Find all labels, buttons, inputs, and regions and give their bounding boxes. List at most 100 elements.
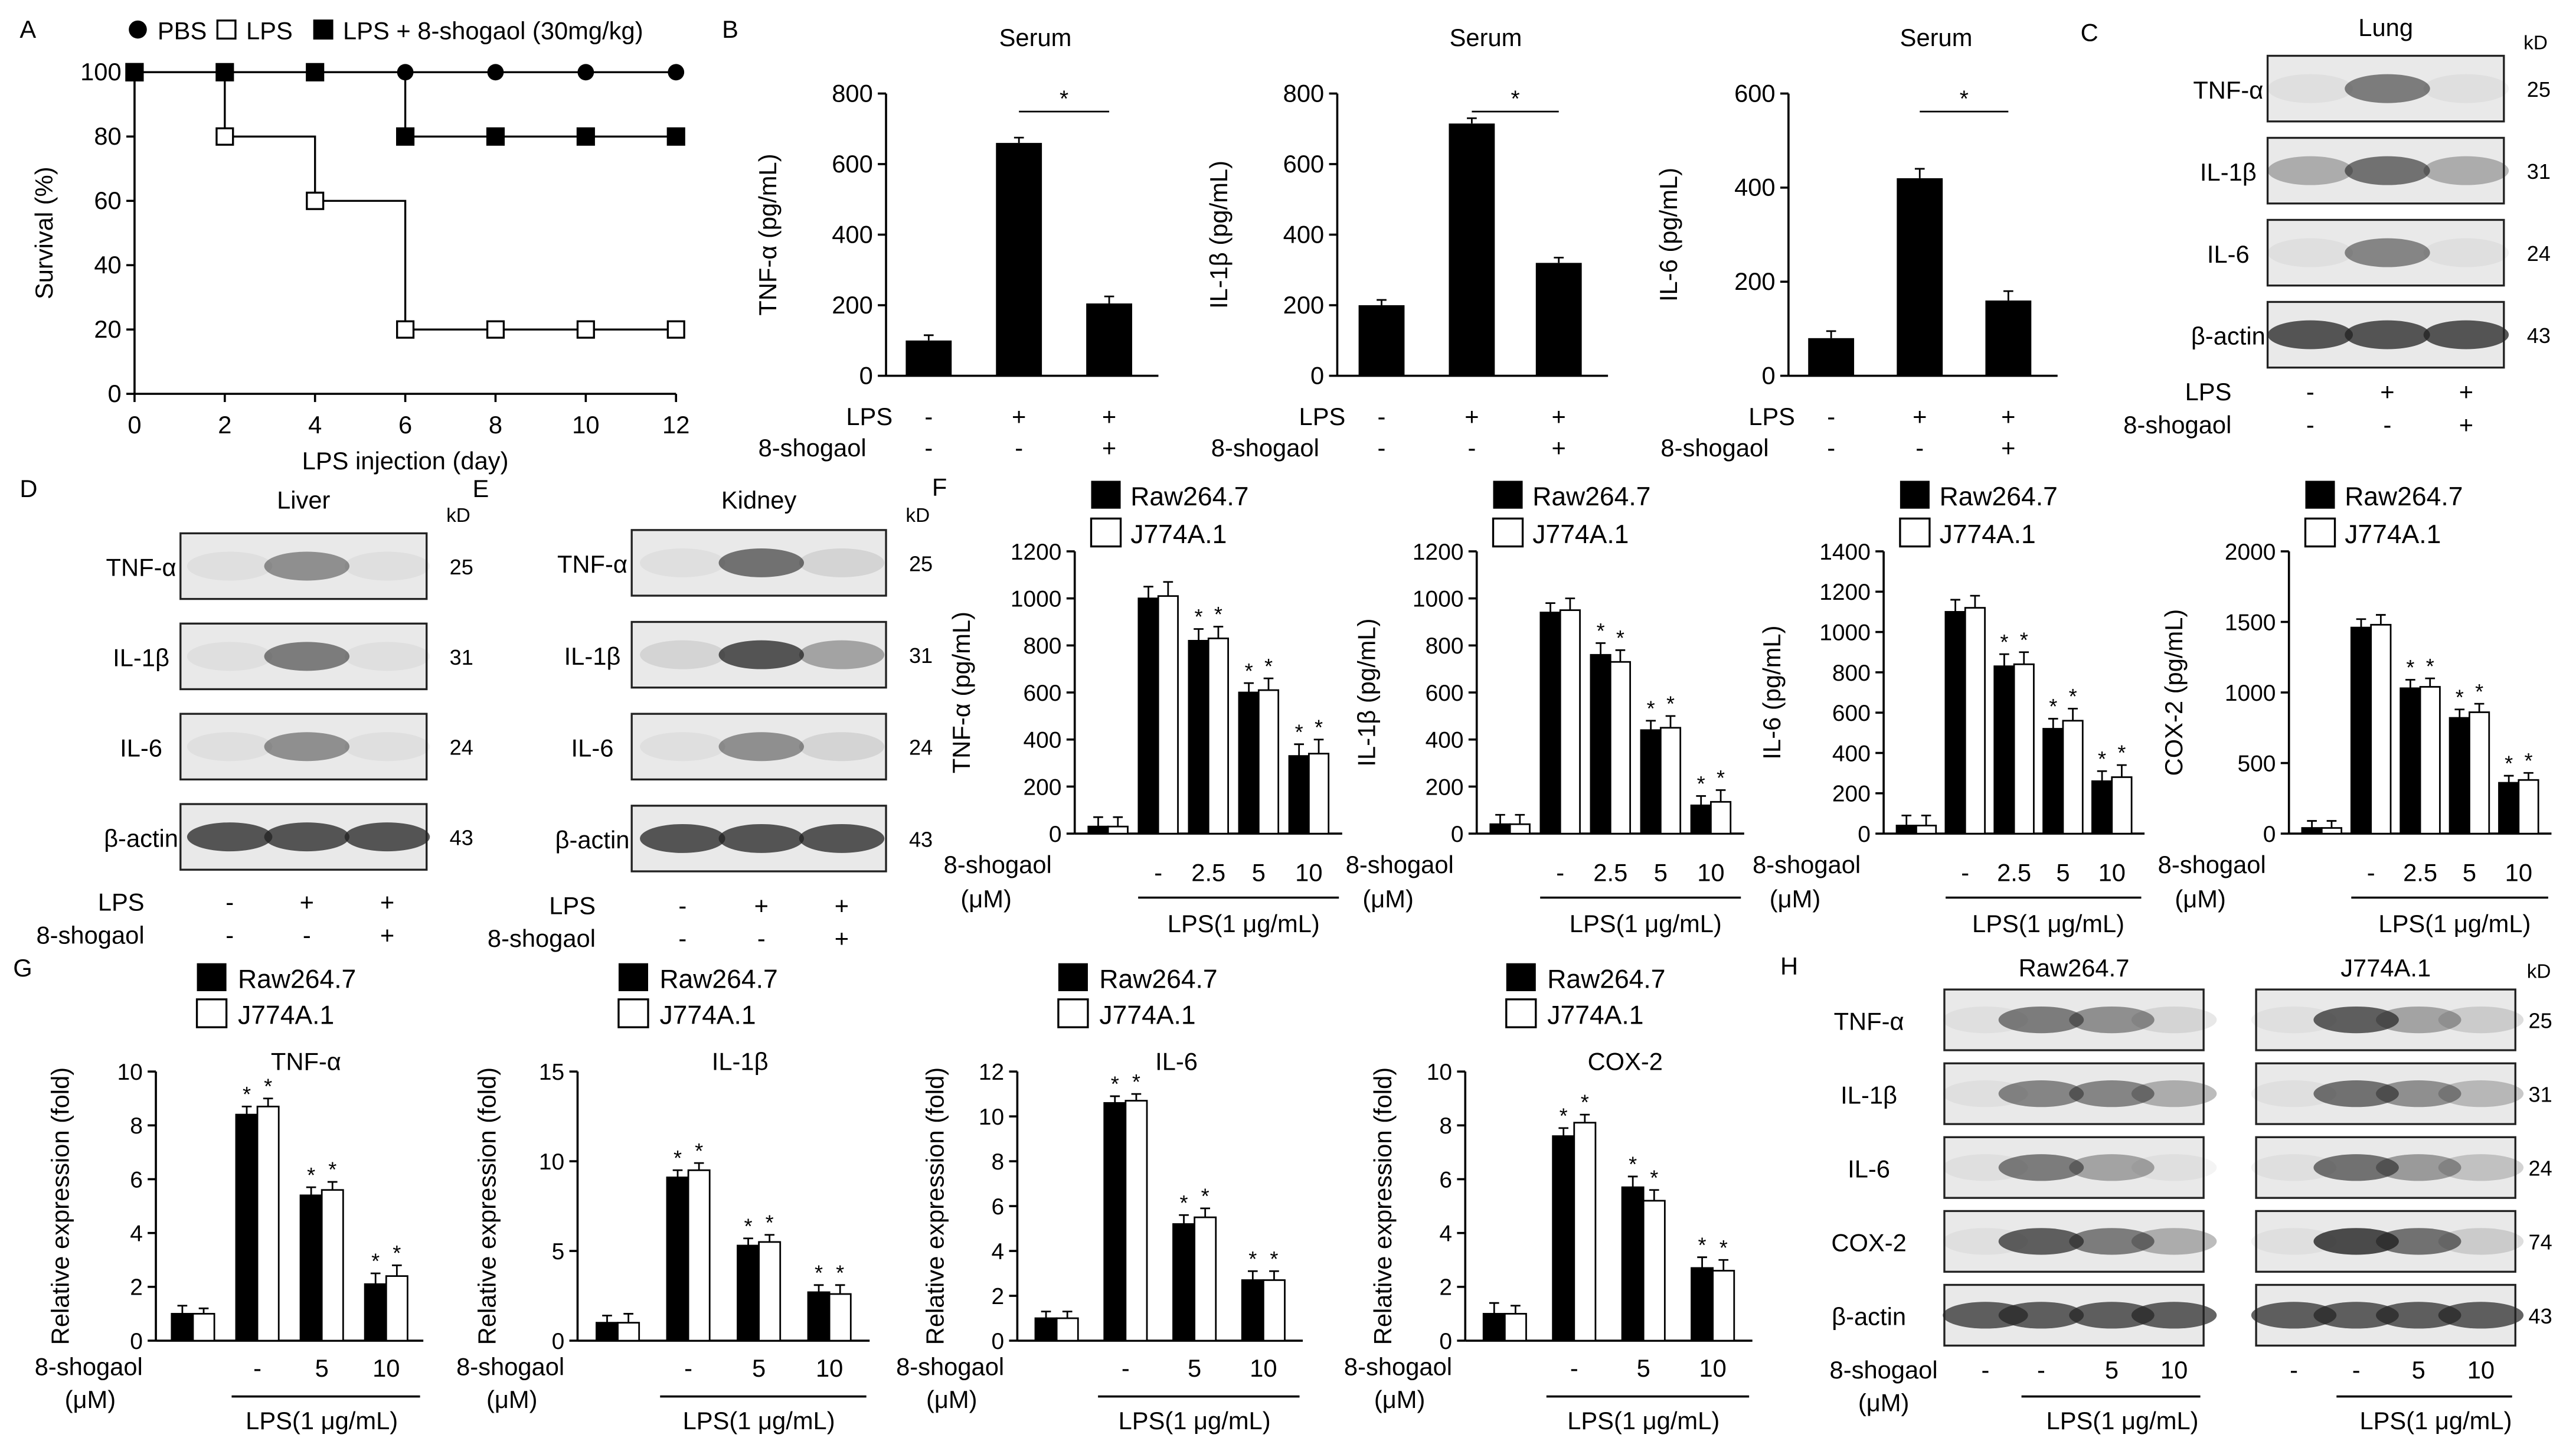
- blot-band: [640, 548, 725, 577]
- blot-band: [799, 548, 885, 577]
- shogaol-sign: -: [225, 921, 234, 949]
- blot-band: [2423, 238, 2509, 267]
- bar-raw264.7: [299, 1194, 323, 1342]
- y-tick-label: 1500: [2225, 610, 2276, 635]
- shogaol-row-label: 8-shogaol: [1830, 1356, 1938, 1384]
- lps-sign: -: [924, 403, 933, 430]
- legend-label: J774A.1: [1940, 520, 2036, 549]
- blot-title: Kidney: [721, 486, 797, 514]
- lps-sign: +: [1012, 403, 1026, 430]
- y-axis-label: Relative expression (fold): [921, 1067, 949, 1345]
- legend-swatch-j774: [1899, 517, 1931, 548]
- lps-row-label: LPS: [1299, 403, 1346, 430]
- legend-label: LPS + 8-shogaol (30mg/kg): [343, 17, 643, 45]
- blot-band: [2313, 1302, 2399, 1329]
- blot-row-label: IL-6: [2207, 240, 2250, 268]
- shogaol-row-label: 8-shogaol: [35, 1352, 143, 1380]
- dose-label: -: [2037, 1356, 2045, 1384]
- significance-star: *: [1616, 626, 1624, 650]
- data-point: [125, 63, 144, 81]
- bar: [996, 143, 1042, 376]
- shogaol-row-label: 8-shogaol: [944, 851, 1052, 878]
- blot-strip: [2255, 1210, 2516, 1273]
- y-axis-label: COX-2 (pg/mL): [2160, 609, 2188, 776]
- shogaol-row-label: 8-shogaol: [1753, 851, 1861, 878]
- bar-raw264.7: [2042, 728, 2064, 835]
- panel-b-serum-charts: B Serum 0 200 400 600 800 TNF-α (pg/mL) - - + - + + LP…: [722, 15, 2058, 462]
- bar-j774a.1: [1659, 727, 1682, 835]
- dose-label: -: [684, 1354, 692, 1382]
- dose-label: 2.5: [1593, 859, 1627, 887]
- dose-label: -: [2352, 1356, 2361, 1384]
- legend-swatch-j774: [1505, 998, 1537, 1028]
- y-tick-label: 10: [117, 1060, 143, 1085]
- blot-row-label: COX-2: [1831, 1229, 1906, 1257]
- blot-band: [799, 824, 885, 853]
- legend-label: J774A.1: [238, 1001, 334, 1030]
- legend-swatch-j774: [1492, 517, 1524, 548]
- significance-star: *: [1132, 1070, 1140, 1094]
- dose-label: -: [1122, 1354, 1130, 1382]
- significance-star: *: [2505, 751, 2513, 776]
- kd-value-label: 24: [450, 736, 473, 760]
- blot-band: [2423, 156, 2509, 185]
- dose-label: 5: [1654, 859, 1668, 887]
- blot-band: [264, 642, 350, 671]
- dose-label: 5: [2105, 1356, 2119, 1384]
- blot-band: [2438, 1154, 2524, 1181]
- bar-j774a.1: [828, 1293, 852, 1342]
- blot-band: [640, 640, 725, 669]
- lps-sign: +: [2459, 378, 2473, 406]
- legend-swatch-raw: [1506, 963, 1536, 991]
- y-axis-label: IL-6 (pg/mL): [1758, 626, 1786, 760]
- legend-label: Raw264.7: [1130, 482, 1248, 511]
- bar: [1985, 300, 2032, 376]
- y-tick-label: 400: [832, 220, 873, 248]
- bar-j774a.1: [2062, 720, 2084, 835]
- significance-star: *: [766, 1210, 774, 1234]
- significance-star: *: [2475, 679, 2483, 704]
- bar-j774a.1: [1559, 609, 1581, 835]
- bar: [1535, 263, 1582, 376]
- legend-label: Raw264.7: [1940, 482, 2058, 511]
- panel-label-b: B: [722, 15, 738, 43]
- blot-band: [2131, 1302, 2217, 1329]
- bar: [1086, 303, 1132, 376]
- blot-band: [1998, 1006, 2084, 1034]
- chart-title: TNF-α: [271, 1047, 341, 1075]
- bar-raw264.7: [2350, 626, 2372, 835]
- dose-label: 10: [1699, 1354, 1726, 1382]
- blot-band: [2313, 1006, 2399, 1034]
- blot-title: Lung: [2358, 14, 2413, 41]
- significance-star: *: [371, 1249, 380, 1273]
- chart-title: Serum: [1900, 24, 1973, 51]
- shogaol-sign: -: [303, 921, 311, 949]
- significance-star: *: [1060, 87, 1068, 112]
- y-tick-label: 800: [1832, 661, 1871, 686]
- y-tick-label: 0: [2263, 822, 2276, 847]
- panel-f-cytokine-charts: F Raw264.7J774A.1020040060080010001200TNF…: [932, 473, 2552, 937]
- shogaol-sign: -: [2384, 411, 2392, 439]
- dose-label: 10: [2160, 1356, 2188, 1384]
- bar-raw264.7: [1172, 1223, 1196, 1342]
- lps-concentration-label: LPS(1 μg/mL): [2378, 910, 2531, 937]
- legend-label: Raw264.7: [1547, 965, 1665, 994]
- legend-swatch-raw: [1900, 481, 1930, 509]
- significance-star: *: [1597, 619, 1605, 643]
- significance-star: *: [1698, 1233, 1707, 1257]
- shogaol-row-label: 8-shogaol: [1346, 851, 1454, 878]
- blot-band: [2423, 320, 2509, 349]
- bar-j774a.1: [1262, 1279, 1286, 1342]
- lps-sign: +: [1102, 403, 1116, 430]
- bar-j774a.1: [1194, 1216, 1217, 1342]
- dose-label: 5: [1252, 859, 1266, 887]
- legend-swatch-raw: [1493, 481, 1523, 509]
- legend-swatch-raw: [1058, 963, 1088, 991]
- kd-unit-label: kD: [905, 505, 930, 527]
- panel-c-lung-blot: C Lung kD TNF-α 25 IL-1β 31 IL-6 24 β-actin 43 LPS 8…: [2081, 14, 2551, 439]
- lps-row-label: LPS: [1748, 403, 1795, 430]
- legend-swatch-j774: [617, 998, 649, 1028]
- bar-raw264.7: [1944, 611, 1966, 835]
- bar-j774a.1: [1509, 823, 1531, 835]
- blot-title: Raw264.7: [2019, 954, 2130, 982]
